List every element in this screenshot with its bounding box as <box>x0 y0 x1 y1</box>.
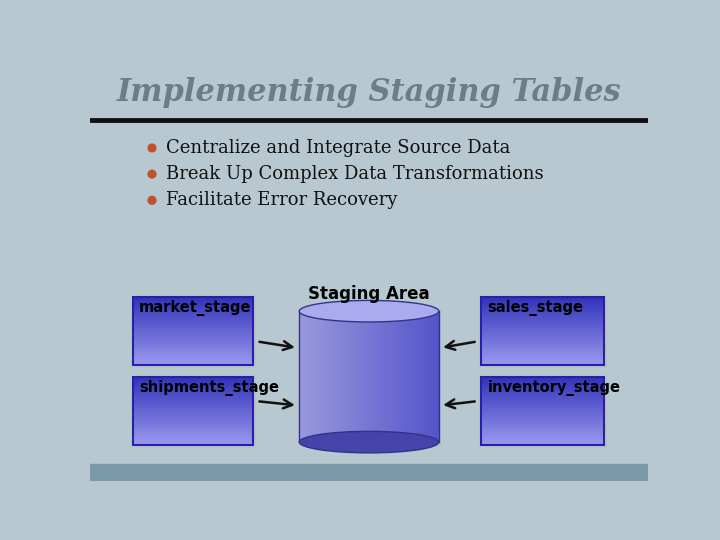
Bar <box>482 298 604 365</box>
Ellipse shape <box>300 300 438 322</box>
Circle shape <box>148 170 156 178</box>
Text: Break Up Complex Data Transformations: Break Up Complex Data Transformations <box>166 165 544 183</box>
Bar <box>132 377 253 445</box>
Bar <box>482 377 604 445</box>
Circle shape <box>148 144 156 152</box>
Text: sales_stage: sales_stage <box>487 300 584 316</box>
Bar <box>136 300 256 368</box>
Bar <box>485 300 607 368</box>
Text: market_stage: market_stage <box>139 300 251 316</box>
Ellipse shape <box>300 431 438 453</box>
Text: inventory_stage: inventory_stage <box>487 380 621 396</box>
Text: shipments_stage: shipments_stage <box>139 380 279 396</box>
Circle shape <box>148 197 156 204</box>
Bar <box>485 381 607 448</box>
Bar <box>132 298 253 365</box>
Text: Centralize and Integrate Source Data: Centralize and Integrate Source Data <box>166 139 510 157</box>
Bar <box>136 381 256 448</box>
Bar <box>90 464 648 481</box>
Text: Facilitate Error Recovery: Facilitate Error Recovery <box>166 191 397 210</box>
Text: Staging Area: Staging Area <box>308 285 430 303</box>
Bar <box>90 65 648 120</box>
Text: Implementing Staging Tables: Implementing Staging Tables <box>117 77 621 108</box>
